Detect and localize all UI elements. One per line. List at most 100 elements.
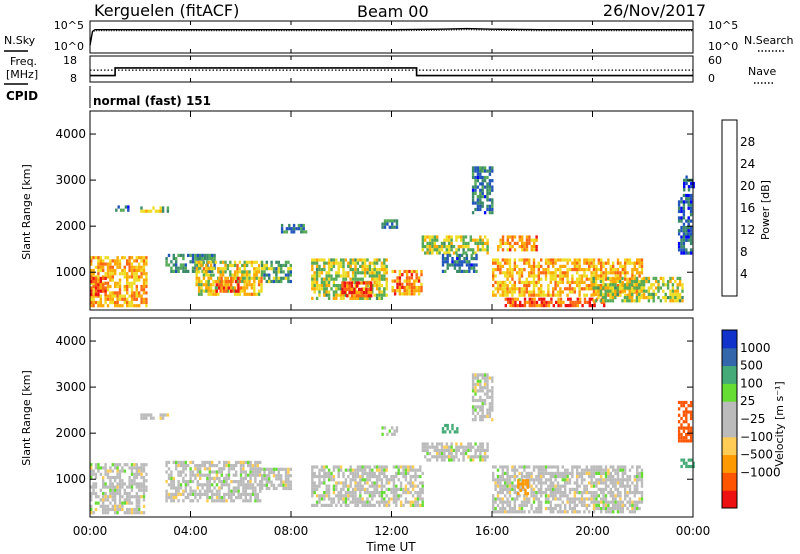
heatmap-cell	[504, 500, 507, 504]
heatmap-cell	[556, 497, 560, 501]
heatmap-cell	[638, 507, 641, 511]
heatmap-cell	[636, 478, 639, 482]
heatmap-cell	[126, 491, 129, 496]
heatmap-cell	[624, 258, 627, 262]
heatmap-cell	[616, 274, 620, 278]
heatmap-cell	[205, 286, 208, 290]
heatmap-cell	[409, 491, 412, 495]
heatmap-cell	[571, 304, 575, 308]
heatmap-cell	[450, 235, 453, 239]
heatmap-cell	[476, 373, 480, 377]
heatmap-cell	[520, 465, 524, 469]
heatmap-cell	[253, 292, 256, 296]
heatmap-cell	[342, 475, 345, 479]
heatmap-cell	[111, 291, 114, 295]
heatmap-cell	[590, 481, 593, 485]
heatmap-cell	[243, 292, 246, 296]
heatmap-cell	[383, 268, 386, 272]
heatmap-cell	[165, 499, 168, 503]
heatmap-cell	[518, 287, 521, 291]
heatmap-cell	[206, 496, 209, 500]
heatmap-cell	[537, 264, 540, 268]
heatmap-cell	[677, 413, 681, 417]
heatmap-cell	[318, 500, 321, 504]
heatmap-cell	[287, 483, 290, 487]
heatmap-cell	[494, 507, 497, 511]
heatmap-cell	[368, 471, 372, 475]
heatmap-cell	[597, 481, 600, 485]
heatmap-cell	[513, 280, 516, 284]
heatmap-cell	[165, 480, 168, 484]
heatmap-cell	[121, 256, 124, 260]
heatmap-cell	[339, 284, 343, 288]
heatmap-cell	[640, 258, 644, 262]
heatmap-cell	[518, 465, 521, 469]
heatmap-cell	[399, 487, 403, 491]
heatmap-cell	[335, 261, 338, 265]
heatmap-cell	[636, 258, 639, 262]
heatmap-cell	[535, 238, 538, 242]
heatmap-cell	[142, 284, 146, 289]
heatmap-cell	[342, 274, 345, 278]
heatmap-cell	[488, 207, 492, 212]
heatmap-cell	[531, 304, 534, 308]
colorbar-tick-label: −1000	[740, 465, 781, 479]
heatmap-cell	[104, 463, 107, 467]
heatmap-cell	[392, 500, 396, 504]
heatmap-cell	[411, 465, 415, 469]
heatmap-cell	[90, 276, 93, 280]
heatmap-cell	[182, 460, 185, 464]
heatmap-cell	[332, 475, 336, 479]
heatmap-cell	[592, 471, 596, 475]
heatmap-cell	[486, 169, 489, 173]
heatmap-cell	[263, 273, 266, 277]
heatmap-cell	[633, 299, 636, 303]
heatmap-cell	[395, 475, 398, 479]
heatmap-cell	[223, 499, 226, 503]
velocity-y-title: Slant Range [km]	[20, 370, 33, 466]
heatmap-cell	[121, 507, 124, 512]
heatmap-cell	[504, 271, 507, 275]
heatmap-cell	[583, 280, 586, 284]
heatmap-cell	[208, 253, 211, 257]
heatmap-cell	[511, 238, 514, 242]
heatmap-cell	[640, 296, 643, 300]
heatmap-cell	[483, 398, 487, 403]
heatmap-cell	[424, 455, 427, 459]
heatmap-cell	[554, 497, 557, 501]
heatmap-cell	[315, 494, 319, 498]
heatmap-cell	[118, 304, 122, 308]
heatmap-cell	[360, 287, 363, 291]
heatmap-cell	[496, 481, 500, 485]
heatmap-cell	[140, 275, 143, 279]
heatmap-cell	[685, 225, 688, 230]
heatmap-cell	[446, 263, 449, 267]
heatmap-cell	[335, 287, 338, 291]
heatmap-cell	[401, 282, 404, 286]
heatmap-cell	[590, 471, 593, 475]
noise-right-tick-top: 10^5	[708, 19, 738, 32]
heatmap-cell	[479, 445, 482, 449]
heatmap-cell	[209, 263, 213, 268]
heatmap-cell	[140, 472, 143, 476]
heatmap-cell	[609, 491, 612, 495]
heatmap-cell	[476, 398, 480, 403]
heatmap-cell	[208, 473, 211, 477]
heatmap-cell	[609, 299, 612, 303]
heatmap-cell	[231, 279, 234, 284]
heatmap-cell	[518, 484, 521, 488]
heatmap-cell	[354, 277, 357, 281]
heatmap-cell	[230, 464, 233, 468]
heatmap-cell	[501, 507, 504, 511]
heatmap-cell	[116, 466, 119, 470]
heatmap-cell	[677, 219, 681, 223]
heatmap-cell	[611, 299, 615, 303]
heatmap-cell	[164, 413, 167, 417]
heatmap-cell	[378, 290, 381, 294]
heatmap-cell	[638, 478, 641, 482]
heatmap-cell	[518, 274, 521, 278]
heatmap-cell	[140, 256, 143, 260]
heatmap-cell	[94, 466, 98, 470]
heatmap-cell	[552, 481, 555, 485]
heatmap-cell	[549, 507, 552, 511]
